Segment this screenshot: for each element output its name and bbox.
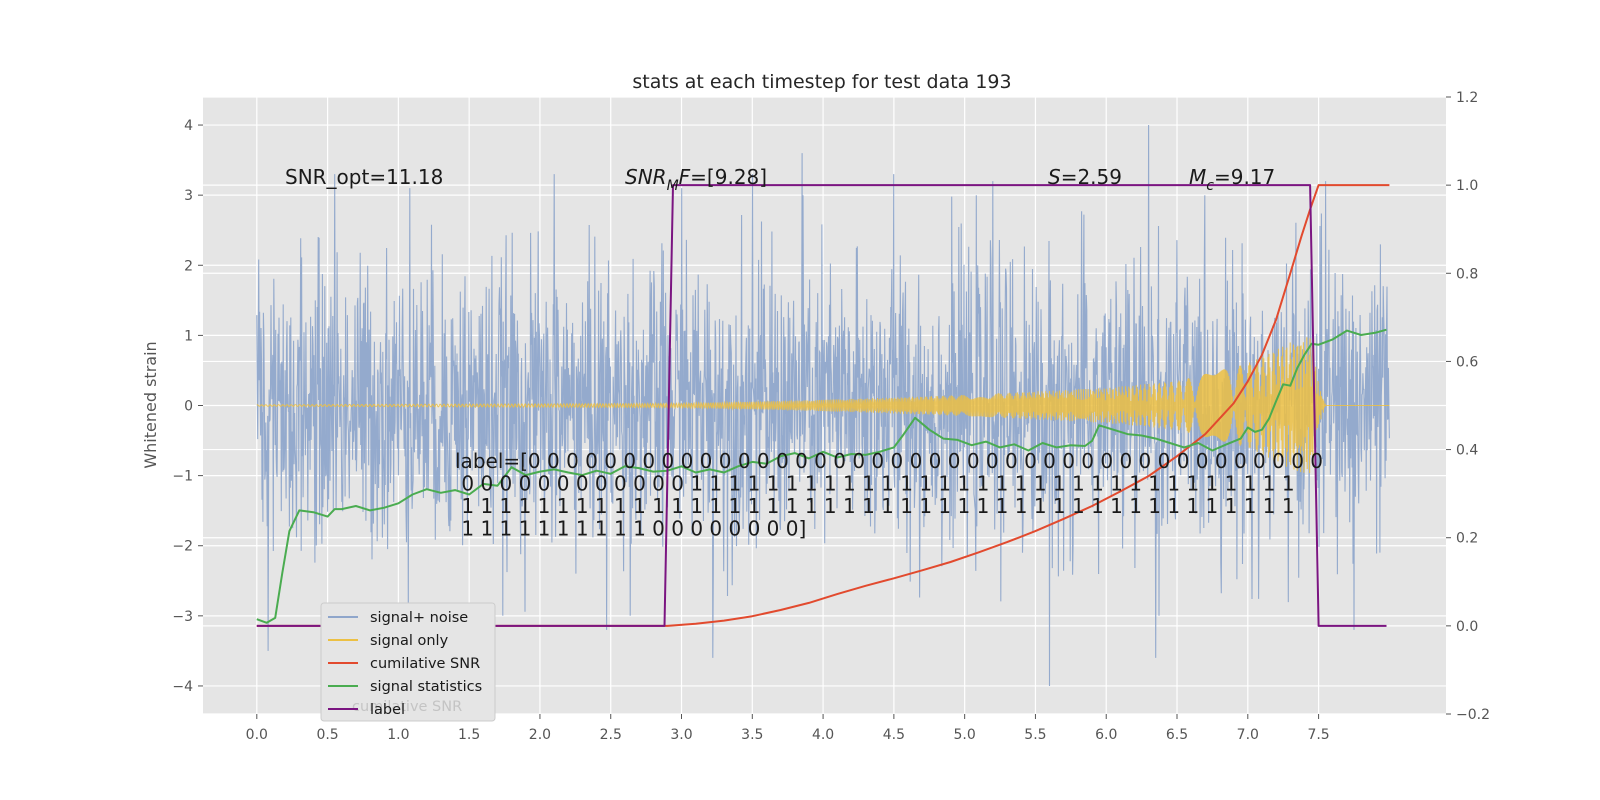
y-tick-label: −3: [172, 609, 193, 625]
y2-tick-label: 0.0: [1456, 619, 1478, 635]
series-signal-only: [256, 337, 1390, 474]
y-tick-label: 1: [184, 328, 193, 344]
mc-sub: c: [1206, 178, 1214, 194]
series-signal-statistics: [256, 328, 1387, 624]
annotation-snr-opt: SNR_opt=11.18: [285, 165, 443, 189]
x-tick-label: 3.5: [741, 727, 763, 743]
x-tick-label: 6.0: [1095, 727, 1117, 743]
x-tick-label: 7.5: [1307, 727, 1329, 743]
x-axis-ticks: 0.0 0.5 1.0 1.5 2.0 2.5 3.0 3.5 4.0 4.5 5.0 5.5 6.0 6…: [246, 714, 1330, 743]
y-tick-label: −1: [172, 469, 193, 485]
label-array-line: label=[0 0 0 0 0 0 0 0 0 0 0 0 0 0 0 0 0…: [455, 449, 1323, 473]
y2-tick-label: 0.6: [1456, 354, 1478, 370]
annotation-label-array: label=[0 0 0 0 0 0 0 0 0 0 0 0 0 0 0 0 0…: [455, 449, 1323, 541]
y2-tick-label: 1.2: [1456, 90, 1478, 106]
x-tick-label: 4.5: [883, 727, 905, 743]
y-tick-label: 0: [184, 399, 193, 415]
y2-tick-label: 0.4: [1456, 443, 1478, 459]
snr-mf-sub: M: [667, 178, 679, 194]
legend-signal-statistics-text: signal statistics: [370, 679, 482, 695]
legend-cumulative-snr-text: cumilative SNR: [370, 656, 480, 672]
y2-tick-label: −0.2: [1456, 707, 1490, 723]
legend-signal-only-text: signal only: [370, 633, 449, 649]
snr-mf-italic-part: F: [679, 165, 691, 189]
snr-mf-value: =[9.28]: [690, 165, 767, 189]
series-layer: [256, 124, 1390, 687]
x-tick-label: 3.0: [670, 727, 692, 743]
x-tick-label: 0.5: [316, 727, 338, 743]
s-name: S: [1048, 165, 1061, 189]
legend: cumilative SNR signal+ noise signal only c…: [320, 602, 496, 722]
chart-title: stats at each timestep for test data 193: [632, 71, 1011, 93]
annotation-mc: Mc=9.17: [1189, 165, 1275, 194]
y2-axis-ticks: 1.2 1.0 0.8 0.6 0.4 0.2 0.0 −0.2: [1446, 90, 1490, 723]
mc-name: M: [1189, 165, 1206, 189]
legend-label-text: label: [370, 702, 405, 718]
x-tick-label: 0.0: [246, 727, 268, 743]
series-cumulative-snr: [256, 184, 1390, 627]
x-tick-label: 2.5: [600, 727, 622, 743]
label-array-line: 1 1 1 1 1 1 1 1 1 1 1 1 1 1 1 1 1 1 1 1 …: [455, 494, 1295, 518]
series-label: [256, 184, 1387, 627]
x-tick-label: 5.5: [1024, 727, 1046, 743]
legend-box: [320, 602, 496, 722]
y-axis-label: Whitened strain: [141, 341, 160, 468]
legend-signal-noise-text: signal+ noise: [370, 610, 468, 626]
snr-mf-name: SNR: [625, 165, 667, 189]
y-tick-label: 2: [184, 258, 193, 274]
x-tick-label: 2.0: [529, 727, 551, 743]
x-tick-label: 7.0: [1237, 727, 1259, 743]
y-tick-label: −4: [172, 679, 193, 695]
annotation-snr-mf: SNRMF=[9.28]: [625, 165, 767, 194]
annotation-s: S=2.59: [1048, 165, 1122, 189]
y2-tick-label: 1.0: [1456, 178, 1478, 194]
y-tick-label: 3: [184, 188, 193, 204]
x-tick-label: 6.5: [1166, 727, 1188, 743]
x-tick-label: 5.0: [954, 727, 976, 743]
x-tick-label: 4.0: [812, 727, 834, 743]
x-tick-label: 1.5: [458, 727, 480, 743]
snr-mf-rest: F=[9.28]: [679, 165, 767, 189]
legend-entries: signal+ noise signal only cumilative SNR si…: [328, 610, 482, 718]
s-value: =2.59: [1061, 165, 1122, 189]
x-tick-label: 1.0: [387, 727, 409, 743]
y-tick-label: 4: [184, 118, 193, 134]
y2-tick-label: 0.8: [1456, 266, 1478, 282]
legend-ghost-text: cumilative SNR: [352, 699, 462, 715]
label-array-line: 1 1 1 1 1 1 1 1 1 1 0 0 0 0 0 0 0 0]: [455, 517, 806, 541]
mc-value: =9.17: [1214, 165, 1275, 189]
y-tick-label: −2: [172, 539, 193, 555]
label-array-line: 0 0 0 0 0 0 0 0 0 0 0 0 1 1 1 1 1 1 1 1 …: [455, 472, 1295, 496]
y-axis-ticks: 4 3 2 1 0 −1 −2 −3 −4: [172, 118, 203, 695]
y2-tick-label: 0.2: [1456, 531, 1478, 547]
